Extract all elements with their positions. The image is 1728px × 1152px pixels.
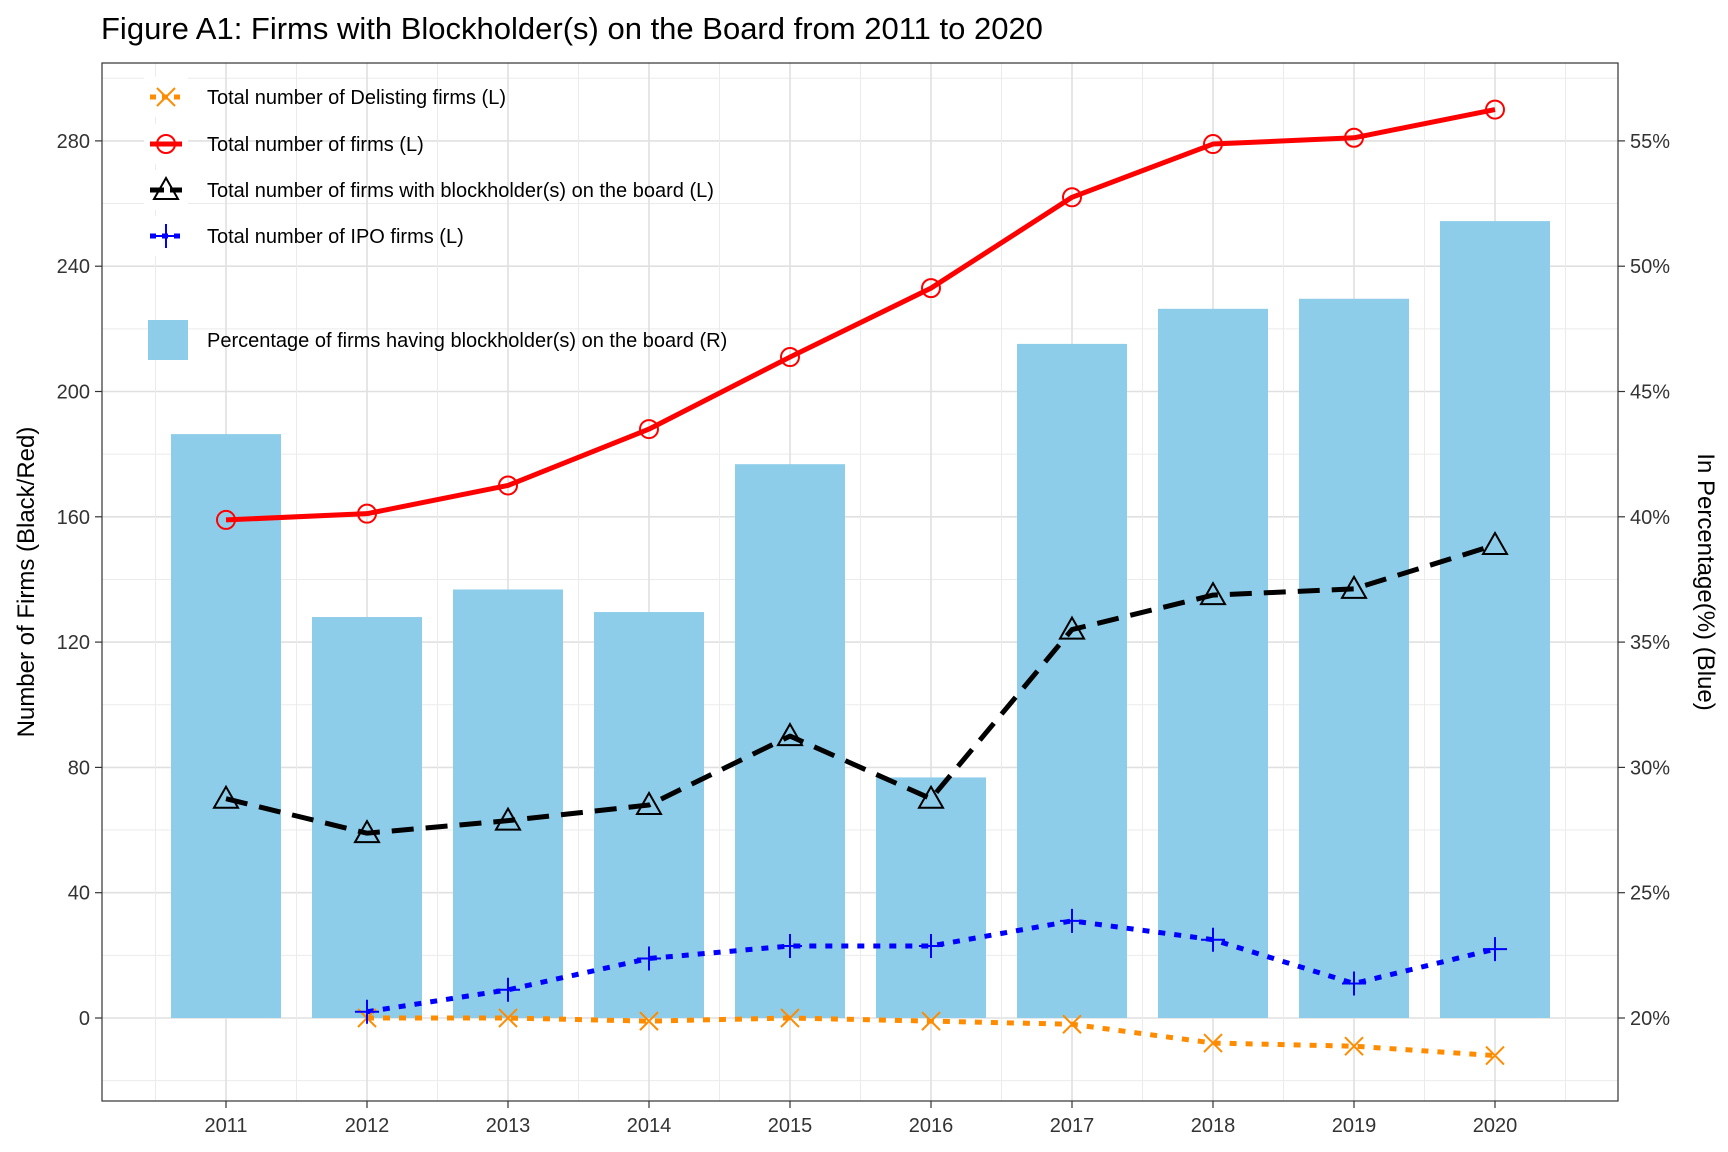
plus-icon	[1483, 937, 1507, 962]
bar	[1299, 298, 1409, 1018]
circle-icon	[1485, 99, 1505, 120]
y-right-tick-label: 55%	[1630, 131, 1670, 153]
triangle-icon	[1199, 581, 1227, 606]
legend-label: Total number of firms with blockholder(s…	[207, 180, 714, 202]
legend-label: Total number of IPO firms (L)	[207, 226, 464, 248]
bar	[1440, 221, 1550, 1019]
plus-icon	[919, 933, 943, 958]
triangle-icon	[353, 819, 381, 844]
legend-label: Total number of Delisting firms (L)	[207, 87, 506, 109]
x-icon	[780, 1008, 800, 1028]
x-tick-label: 2013	[486, 1115, 531, 1137]
circle-icon	[639, 419, 659, 440]
bar	[1158, 308, 1268, 1018]
chart-title: Figure A1: Firms with Blockholder(s) on …	[101, 11, 1043, 46]
bar	[876, 777, 986, 1018]
plot-border	[101, 62, 1619, 1102]
circle-icon	[780, 347, 800, 368]
triangle-icon	[1340, 574, 1368, 599]
series-markers	[212, 99, 1509, 1066]
y-right-tick-label: 45%	[1630, 382, 1670, 404]
x-tick-label: 2020	[1473, 1115, 1518, 1137]
y-right-tick-label: 50%	[1630, 256, 1670, 278]
y-right-tick-label: 40%	[1630, 507, 1670, 529]
circle-icon	[1203, 134, 1223, 155]
y-right-tick-label: 25%	[1630, 883, 1670, 905]
triangle-icon	[494, 806, 522, 831]
legend-label: Percentage of firms having blockholder(s…	[207, 330, 727, 352]
bar	[312, 617, 422, 1018]
x-icon	[1485, 1045, 1505, 1066]
axes: 2011 2012 2013 2014 2015 2016 2017 2018 2019 2020…	[57, 131, 1671, 1137]
bar	[1017, 343, 1127, 1018]
y-axis-right-title: In Percentage(%) (Blue)	[1692, 453, 1719, 710]
bars	[171, 221, 1550, 1019]
triangle-icon	[635, 790, 663, 815]
y-right-tick-label: 20%	[1630, 1008, 1670, 1030]
plus-icon	[355, 999, 379, 1024]
triangle-icon	[1058, 615, 1086, 640]
x-icon	[921, 1011, 941, 1031]
x-icon	[1344, 1036, 1364, 1056]
circle-icon	[1344, 127, 1364, 148]
x-icon	[498, 1008, 518, 1028]
x-tick-label: 2014	[627, 1115, 672, 1137]
x-tick-label: 2011	[204, 1115, 247, 1137]
circle-icon	[921, 278, 941, 299]
y-left-tick-label: 40	[68, 883, 90, 905]
y-left-tick-label: 240	[57, 256, 90, 278]
triangle-icon	[152, 175, 180, 200]
circle-icon	[216, 509, 236, 530]
x-icon	[639, 1011, 659, 1031]
triangle-icon	[212, 784, 240, 809]
x-tick-label: 2018	[1191, 1115, 1236, 1137]
x-icon	[1062, 1014, 1082, 1034]
x-tick-label: 2019	[1332, 1115, 1377, 1137]
plus-icon	[778, 933, 802, 958]
y-left-tick-label: 80	[68, 757, 90, 779]
bar	[171, 434, 281, 1018]
series-line	[225, 542, 1496, 836]
circle-icon	[1062, 187, 1082, 208]
y-left-tick-label: 0	[79, 1008, 90, 1030]
x-icon	[1203, 1033, 1223, 1053]
y-right-tick-label: 35%	[1630, 632, 1670, 654]
y-axis-left-title: Number of Firms (Black/Red)	[13, 427, 40, 738]
y-right-tick-label: 30%	[1630, 757, 1670, 779]
x-icon	[156, 87, 176, 107]
triangle-icon	[1481, 530, 1509, 555]
triangle-icon	[776, 722, 804, 747]
x-tick-label: 2015	[768, 1115, 813, 1137]
y-left-tick-label: 160	[57, 507, 90, 529]
circle-icon	[357, 503, 377, 524]
legend: Total number of Delisting firms (L) Total…	[144, 77, 727, 360]
bar	[453, 589, 563, 1018]
circle-icon	[156, 134, 176, 154]
plus-icon	[1060, 908, 1084, 933]
x-tick-label: 2012	[345, 1115, 390, 1137]
legend-label: Total number of firms (L)	[207, 134, 424, 156]
y-left-tick-label: 280	[57, 131, 90, 153]
legend-key-bar	[148, 320, 188, 360]
plus-icon	[1342, 971, 1366, 996]
bar	[735, 464, 845, 1018]
series-line	[225, 107, 1496, 523]
plus-icon	[496, 977, 520, 1002]
circle-icon	[498, 475, 518, 496]
y-left-tick-label: 120	[57, 632, 90, 654]
y-left-tick-label: 200	[57, 382, 90, 404]
triangle-icon	[917, 784, 945, 809]
plus-icon	[1201, 927, 1225, 952]
x-tick-label: 2016	[909, 1115, 954, 1137]
plus-icon	[154, 224, 178, 248]
plus-icon	[637, 946, 661, 971]
x-tick-label: 2017	[1050, 1115, 1095, 1137]
